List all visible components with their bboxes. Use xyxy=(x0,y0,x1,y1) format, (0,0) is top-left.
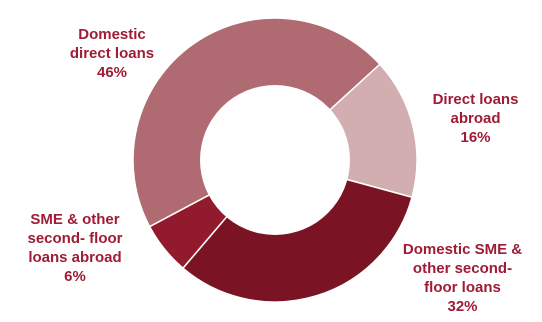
donut-hole xyxy=(200,85,350,235)
label-value: 32% xyxy=(447,298,478,315)
label-line: floor loans xyxy=(424,279,501,296)
label-domestic-sme-floor-loans: Domestic SME & other second- floor loans… xyxy=(385,240,540,316)
label-value: 46% xyxy=(96,64,128,81)
label-value: 6% xyxy=(64,268,86,285)
label-line: second- floor xyxy=(27,230,123,247)
label-domestic-direct-loans: Domestic direct loans 46% xyxy=(37,25,187,82)
label-line: Domestic SME & xyxy=(402,241,523,258)
label-sme-floor-loans-abroad: SME & other second- floor loans abroad 6… xyxy=(5,210,145,286)
label-line: Domestic xyxy=(78,26,146,43)
label-line: abroad xyxy=(450,110,501,127)
label-value: 16% xyxy=(460,129,491,146)
label-line: Direct loans xyxy=(432,91,519,108)
label-direct-loans-abroad: Direct loans abroad 16% xyxy=(413,90,538,147)
label-line: other second- xyxy=(412,260,513,277)
label-line: SME & other xyxy=(30,211,120,228)
label-line: direct loans xyxy=(69,45,155,62)
label-line: loans abroad xyxy=(28,249,122,266)
